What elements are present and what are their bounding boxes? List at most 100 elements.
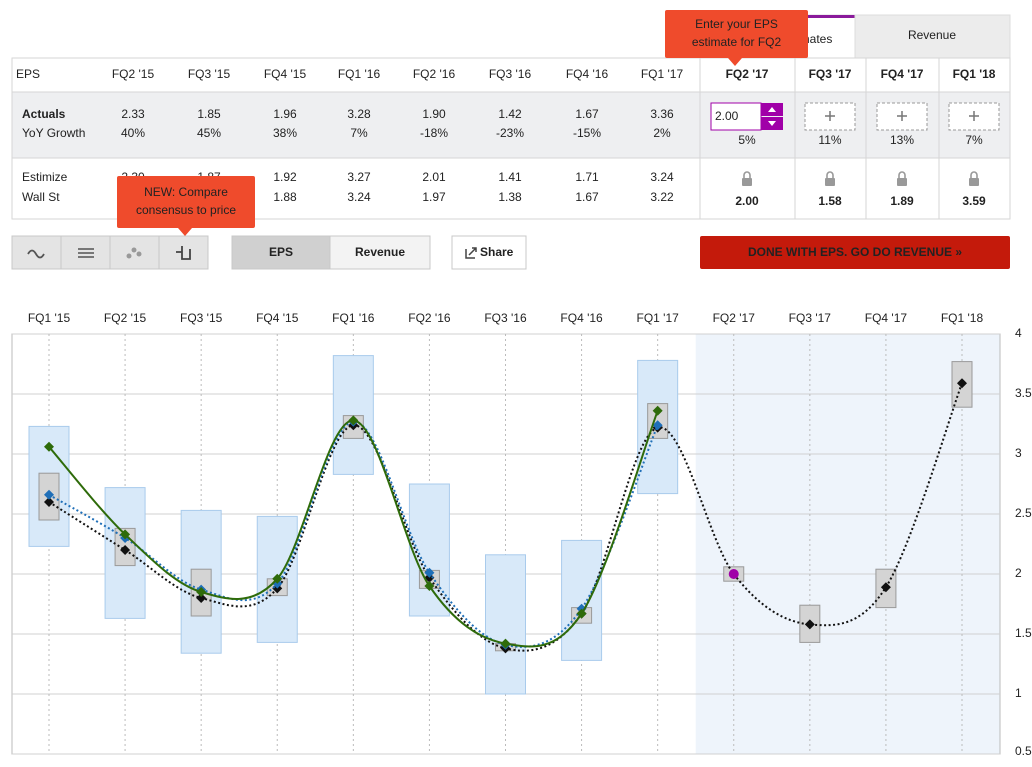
x-tick-label: FQ1 '15 <box>28 311 71 325</box>
estimize-value: 3.27 <box>347 170 371 184</box>
share-icon <box>465 247 477 259</box>
spinner-arrow <box>768 107 776 126</box>
row-label: Wall St <box>22 190 60 204</box>
growth-value: 7% <box>350 126 368 140</box>
estimize-range <box>561 539 603 661</box>
plus-icon <box>969 111 979 121</box>
x-tick-label: FQ4 '15 <box>256 311 299 325</box>
growth-value: -18% <box>420 126 448 140</box>
estimize-value: 1.92 <box>273 170 297 184</box>
done-button-label: DONE WITH EPS. GO DO REVENUE » <box>748 245 962 259</box>
dots-icon <box>126 253 132 259</box>
actual-value: 1.42 <box>498 107 522 121</box>
growth-value: 45% <box>197 126 221 140</box>
series-point <box>272 573 283 584</box>
table-row-bg <box>12 92 1010 158</box>
tooltip-arrow <box>178 228 192 236</box>
column-header: FQ1 '17 <box>641 67 684 81</box>
x-tick-label: FQ1 '18 <box>941 311 984 325</box>
lock-shackle <box>826 171 834 178</box>
column-header: FQ2 '15 <box>112 67 155 81</box>
tooltip <box>117 176 255 228</box>
share-button-label: Share <box>480 245 514 259</box>
series-line <box>48 382 963 652</box>
series-point <box>880 582 891 593</box>
x-tick-label: FQ1 '16 <box>332 311 375 325</box>
lock-body <box>969 178 979 186</box>
row-label: Actuals <box>22 107 66 121</box>
y-tick-label: 1 <box>1015 686 1022 700</box>
growth-value: 40% <box>121 126 145 140</box>
actual-value: 1.67 <box>575 107 599 121</box>
table-border <box>11 57 1011 220</box>
wallst-value: 2.00 <box>735 194 759 208</box>
series-point <box>576 608 587 619</box>
growth-value: -23% <box>496 126 524 140</box>
actual-value: 1.85 <box>197 107 221 121</box>
growth-value: 2% <box>653 126 671 140</box>
series-point <box>196 593 207 603</box>
series-point <box>957 378 967 389</box>
series-point <box>120 529 131 540</box>
column-header: FQ4 '17 <box>881 67 924 81</box>
column-header: FQ3 '17 <box>809 67 852 81</box>
series-point <box>120 545 131 555</box>
estimize-value: 1.71 <box>575 170 599 184</box>
series-point <box>348 415 359 426</box>
column-header: FQ2 '16 <box>413 67 456 81</box>
revenue-button[interactable] <box>329 235 431 270</box>
chart-mode-button[interactable] <box>158 235 209 270</box>
series-point <box>196 587 207 597</box>
series-point <box>804 619 815 630</box>
tooltip-text: Enter your EPS <box>695 17 778 31</box>
row-label: Estimize <box>22 170 68 184</box>
x-tick-label: FQ2 '15 <box>104 311 147 325</box>
wave-icon <box>27 249 45 259</box>
wallst-value: 1.58 <box>818 194 842 208</box>
actual-value: 3.36 <box>650 107 674 121</box>
tooltip-arrow <box>728 58 742 66</box>
done-button[interactable] <box>700 236 1010 269</box>
plus-icon <box>897 111 907 121</box>
x-tick-label: FQ1 '17 <box>637 311 680 325</box>
series-point <box>652 405 663 416</box>
growth-value: 5% <box>738 133 756 147</box>
wallst-value: 3.59 <box>962 194 986 208</box>
estimize-value: 3.24 <box>650 170 674 184</box>
growth-value: -15% <box>573 126 601 140</box>
x-tick-label: FQ3 '16 <box>484 311 527 325</box>
wallst-value: 3.22 <box>650 190 674 204</box>
tooltip <box>665 10 808 58</box>
estimate-input-value: 2.00 <box>715 109 739 123</box>
series-point <box>44 441 54 452</box>
y-tick-label: 2.5 <box>1015 506 1032 520</box>
y-tick-label: 3.5 <box>1015 386 1032 400</box>
y-tick-label: 0.5 <box>1015 744 1032 758</box>
column-header: FQ3 '15 <box>188 67 231 81</box>
step-icon <box>176 246 191 260</box>
lock-body <box>742 178 752 186</box>
share-button[interactable] <box>451 235 527 270</box>
chart-mode-button[interactable] <box>109 235 160 270</box>
column-header: FQ1 '18 <box>953 67 996 81</box>
estimize-value: 1.41 <box>498 170 522 184</box>
growth-value: 7% <box>965 133 983 147</box>
x-tick-label: FQ3 '17 <box>789 311 832 325</box>
eps-button-label: EPS <box>269 245 293 259</box>
series-point <box>44 497 54 507</box>
actual-value: 3.28 <box>347 107 371 121</box>
actual-value: 2.33 <box>121 107 145 121</box>
y-tick-label: 2 <box>1015 566 1022 580</box>
estimize-range <box>332 355 374 475</box>
column-header: FQ3 '16 <box>489 67 532 81</box>
series-point <box>652 420 663 431</box>
wallst-value: 1.67 <box>575 190 599 204</box>
chart-mode-button[interactable] <box>11 235 62 270</box>
revenue-button-label: Revenue <box>355 245 405 259</box>
tooltip-text: NEW: Compare <box>144 185 228 199</box>
actual-value: 1.96 <box>273 107 297 121</box>
plus-icon <box>825 111 835 121</box>
list-icon <box>78 248 94 258</box>
estimate-input[interactable] <box>710 102 762 131</box>
